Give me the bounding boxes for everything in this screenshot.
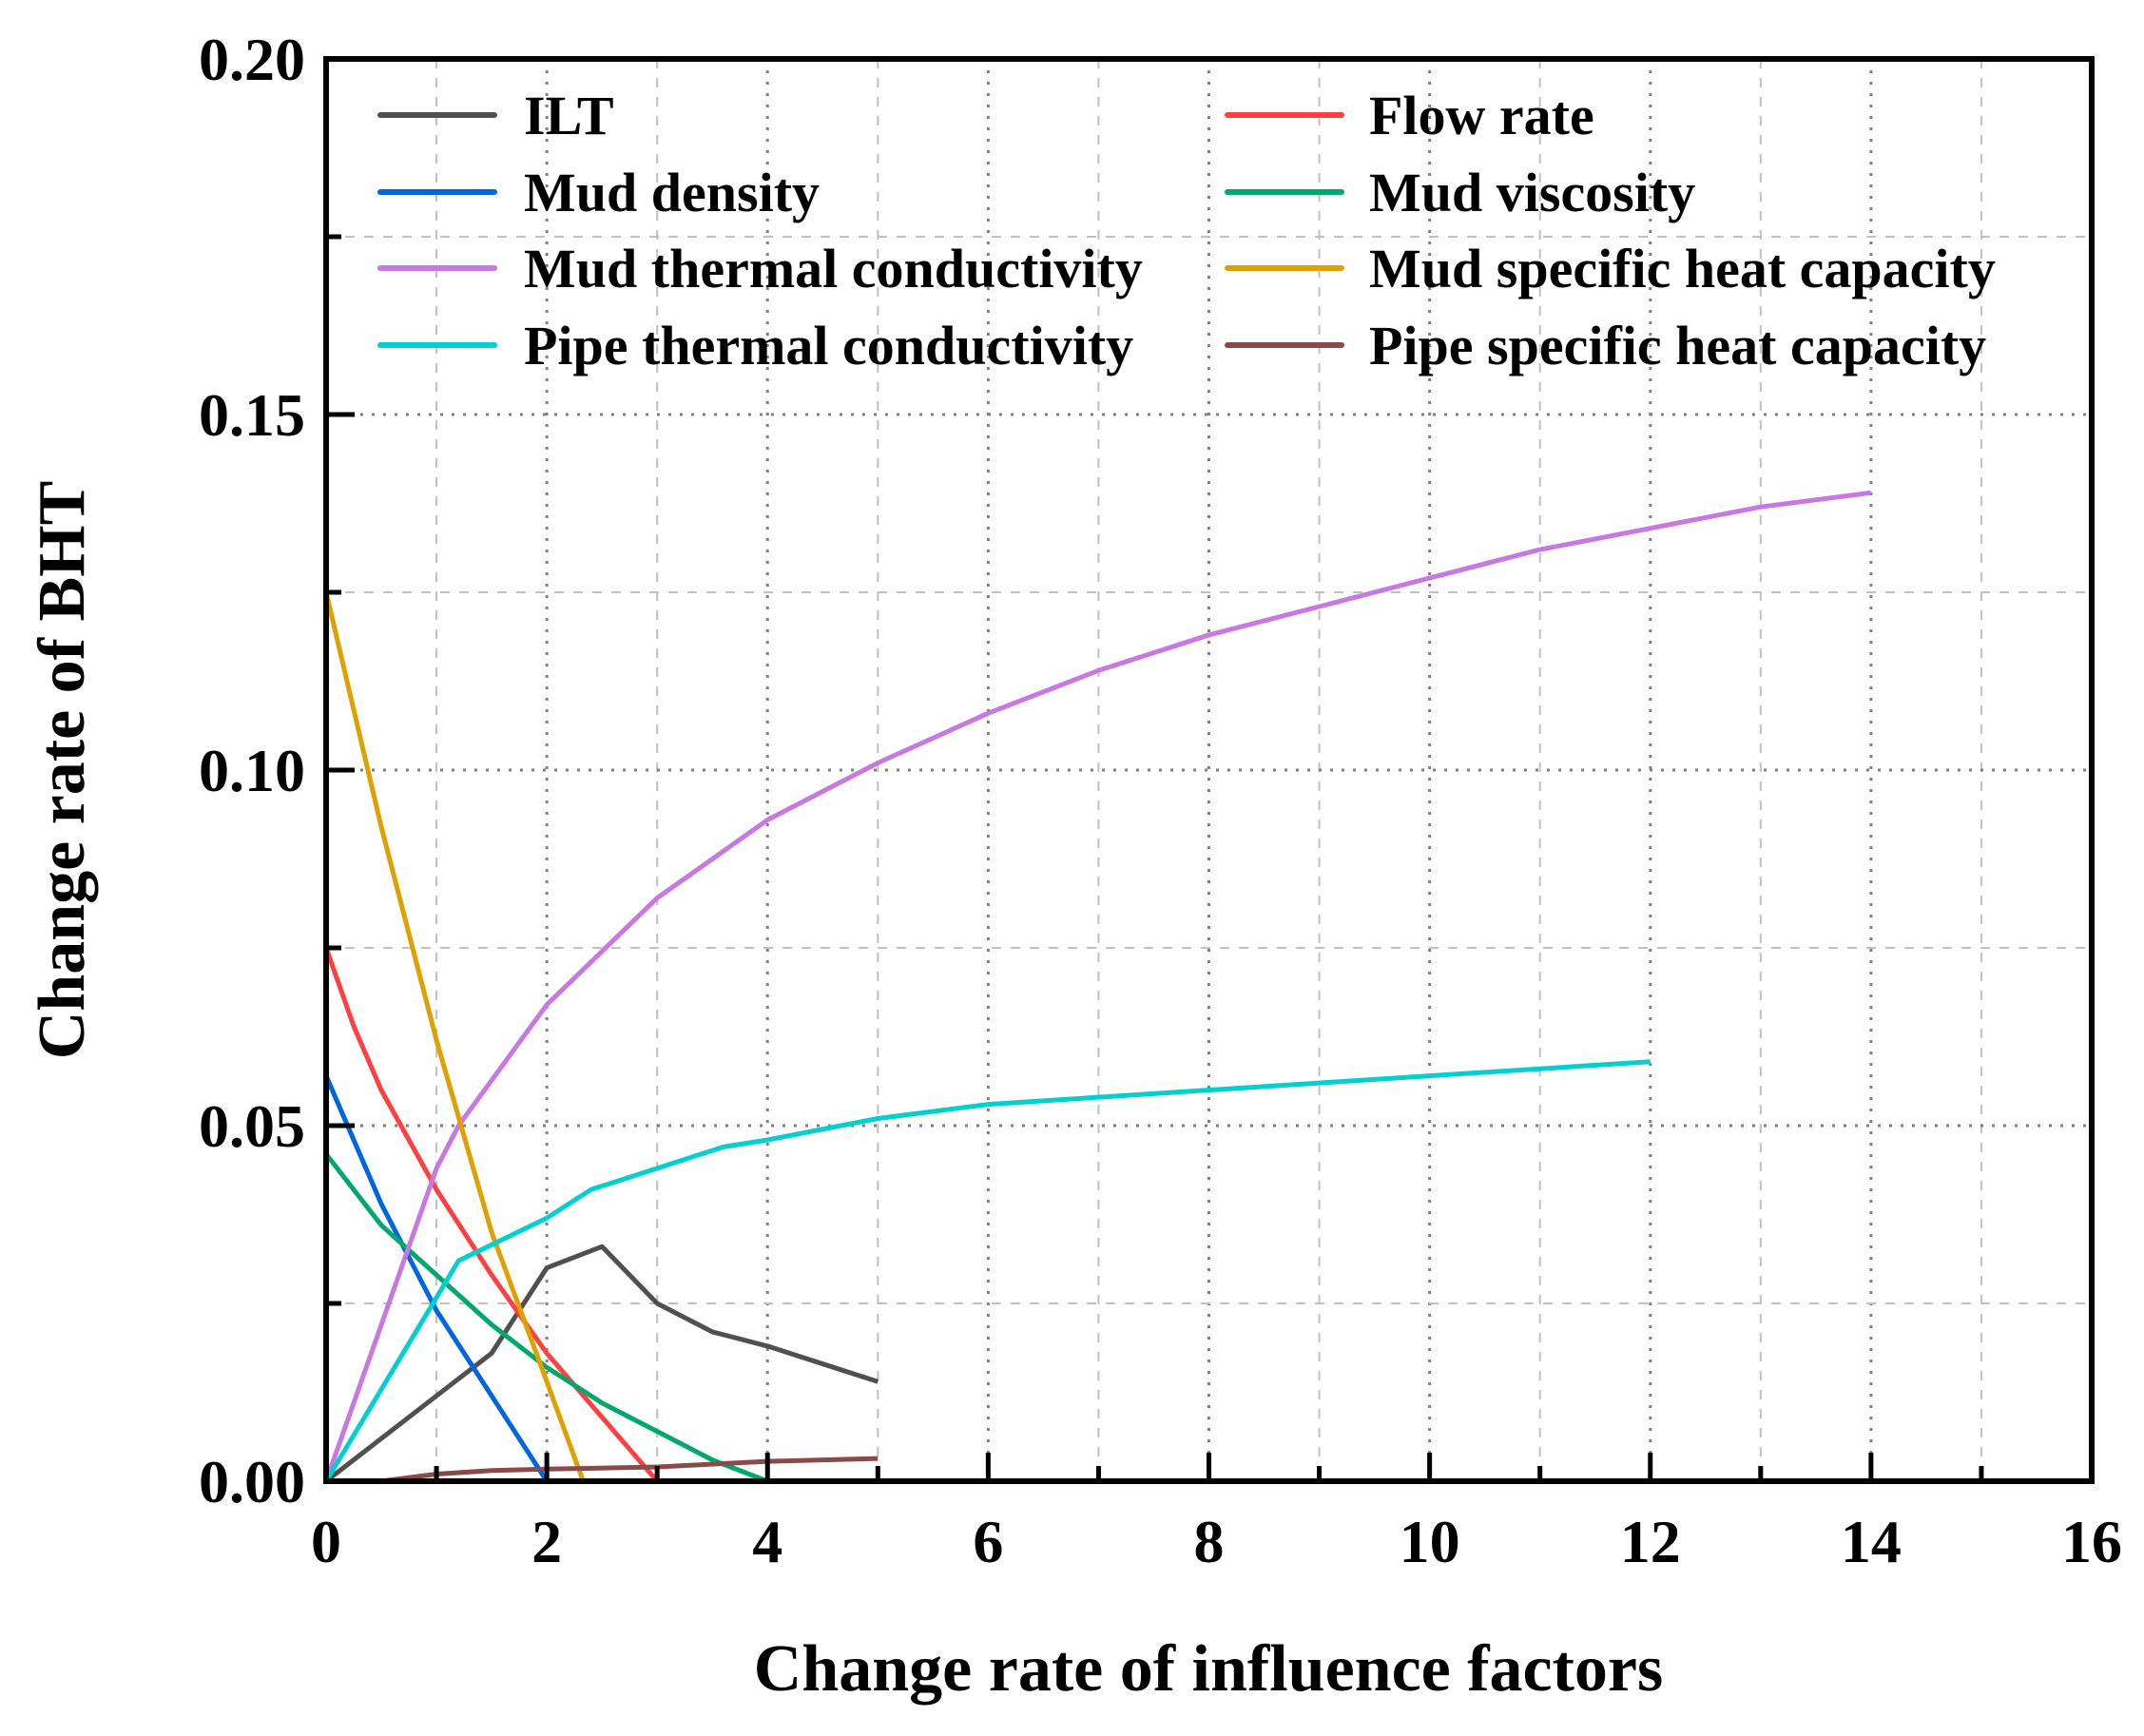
series-line-mud-specific-heat-capacity <box>323 591 586 1482</box>
legend: ILT Flow rate Mud density Mud viscosity Mud … <box>377 85 1996 376</box>
y-tick-label: 0.20 <box>199 26 305 93</box>
legend-label: Mud specific heat capacity <box>1369 238 1996 299</box>
x-axis-label: Change rate of influence factors <box>754 1632 1663 1706</box>
x-tick-label: 16 <box>2061 1508 2122 1575</box>
series-line-flow-rate <box>323 947 660 1483</box>
y-tick-label: 0.10 <box>199 737 305 804</box>
x-tick-label: 6 <box>973 1508 1003 1575</box>
y-tick-label: 0.15 <box>199 381 305 449</box>
x-tick-label: 2 <box>531 1508 562 1575</box>
series-line-ilt <box>324 1244 879 1483</box>
legend-label: ILT <box>524 85 614 146</box>
legend-label: Flow rate <box>1369 85 1594 146</box>
y-tick-label: 0.00 <box>199 1448 305 1515</box>
y-axis-label: Change rate of BHT <box>26 481 99 1060</box>
grid <box>326 59 2092 1481</box>
x-tick-label: 8 <box>1194 1508 1225 1575</box>
series-line-mud-viscosity <box>324 1152 769 1484</box>
legend-label: Mud thermal conductivity <box>524 238 1143 299</box>
series-line-mud-thermal-conductivity <box>323 490 1872 1482</box>
y-tick-label: 0.05 <box>199 1092 305 1160</box>
x-tick-label: 12 <box>1620 1508 1681 1575</box>
x-tick-label: 14 <box>1841 1508 1902 1575</box>
series-line-pipe-thermal-conductivity <box>323 1059 1651 1483</box>
legend-label: Pipe thermal conductivity <box>524 315 1133 376</box>
legend-label: Mud viscosity <box>1369 162 1695 223</box>
series-lines <box>323 490 1872 1484</box>
ticks: 0 2 4 6 8 10 12 14 16 0.00 0.05 0.10 0.15 0.20 <box>199 26 2122 1575</box>
legend-label: Mud density <box>524 162 820 223</box>
series-line-mud-density <box>323 1074 550 1483</box>
x-tick-label: 0 <box>311 1508 341 1575</box>
x-tick-label: 10 <box>1400 1508 1460 1575</box>
series-line-pipe-specific-heat-capacity <box>326 1456 879 1484</box>
legend-label: Pipe specific heat capacity <box>1369 315 1986 376</box>
x-tick-label: 4 <box>752 1508 782 1575</box>
